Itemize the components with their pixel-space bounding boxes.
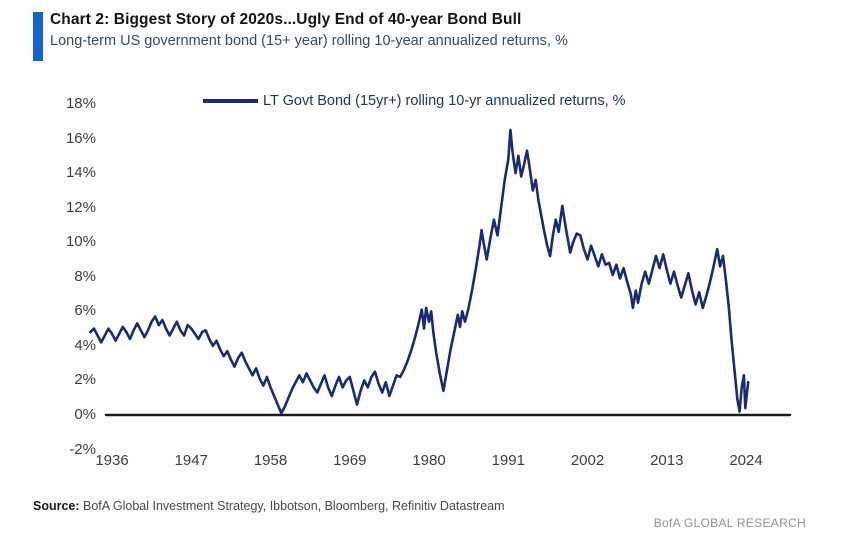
x-tick-label: 1947	[174, 452, 208, 469]
x-tick-label: 1958	[253, 452, 288, 469]
y-tick-label: 8%	[74, 267, 96, 285]
x-tick-label: 1936	[95, 452, 129, 469]
y-tick-label: 2%	[74, 371, 96, 389]
y-tick-label: 0%	[74, 406, 96, 423]
source-line: Source: BofA Global Investment Strategy,…	[33, 499, 505, 513]
source-text: BofA Global Investment Strategy, Ibbotso…	[79, 499, 505, 513]
bond-returns-line	[89, 128, 750, 415]
y-tick-label: 10%	[65, 233, 96, 251]
chart-legend: LT Govt Bond (15yr+) rolling 10-yr annua…	[203, 92, 626, 110]
x-tick-label: 1969	[333, 452, 367, 469]
legend-label: LT Govt Bond (15yr+) rolling 10-yr annua…	[263, 93, 626, 109]
legend-line-swatch	[203, 99, 258, 103]
y-tick-label: 18%	[65, 94, 96, 112]
y-tick-label: 16%	[65, 129, 96, 147]
y-tick-label: 12%	[65, 198, 96, 216]
chart-title: Chart 2: Biggest Story of 2020s...Ugly E…	[50, 11, 522, 28]
x-tick-label: 2002	[570, 452, 605, 469]
brand-label: BofA GLOBAL RESEARCH	[653, 516, 806, 530]
y-tick-label: 14%	[65, 164, 96, 182]
y-tick-label: -2%	[69, 440, 96, 458]
x-tick-label: 1980	[412, 452, 446, 469]
source-label: Source:	[33, 499, 80, 513]
y-tick-label: 6%	[74, 302, 96, 320]
x-tick-label: 2024	[729, 452, 763, 469]
x-tick-label: 1991	[491, 452, 525, 469]
chart-subtitle: Long-term US government bond (15+ year) …	[50, 33, 568, 49]
x-tick-label: 2013	[650, 452, 684, 469]
y-tick-label: 4%	[74, 336, 96, 354]
title-accent-bar	[33, 12, 43, 61]
